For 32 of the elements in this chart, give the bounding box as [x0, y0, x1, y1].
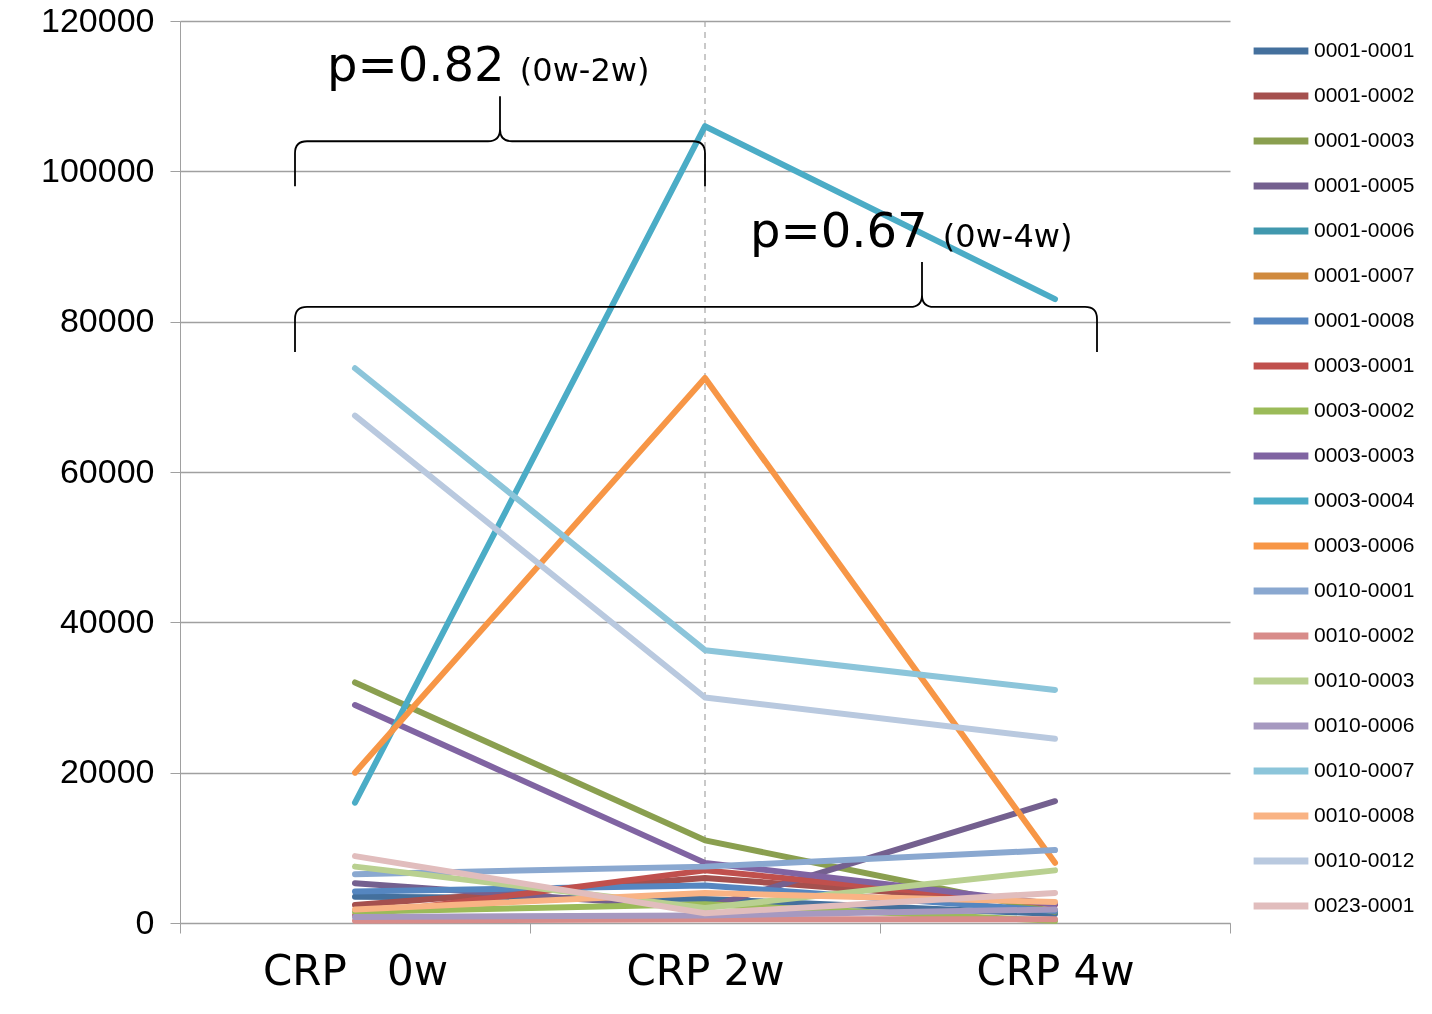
y-tick-label: 0	[135, 902, 155, 941]
y-tick-label: 80000	[59, 301, 155, 340]
legend-label: 0010-0008	[1314, 803, 1415, 826]
x-tick-label: CRP 4w	[976, 945, 1135, 995]
x-tick-label: CRP 0w	[263, 945, 448, 995]
legend-label: 0010-0006	[1314, 713, 1415, 736]
legend-label: 0010-0001	[1314, 578, 1415, 601]
legend-label: 0003-0001	[1314, 353, 1415, 376]
legend-label: 0001-0001	[1314, 38, 1415, 61]
legend-label: 0003-0003	[1314, 443, 1415, 466]
legend-label: 0001-0006	[1314, 218, 1415, 241]
annotation: p=0.82 (0w-2w)	[327, 36, 650, 93]
y-tick-label: 20000	[59, 752, 155, 791]
y-tick-label: 120000	[41, 0, 155, 39]
legend-label: 0003-0004	[1314, 488, 1415, 511]
legend-label: 0001-0003	[1314, 128, 1415, 151]
annotation: p=0.67 (0w-4w)	[750, 201, 1073, 258]
y-tick-label: 100000	[41, 150, 155, 189]
x-tick-label: CRP 2w	[626, 945, 785, 995]
legend-label: 0010-0002	[1314, 623, 1415, 646]
legend-label: 0001-0002	[1314, 83, 1415, 106]
y-tick-label: 40000	[59, 601, 155, 640]
y-tick-label: 60000	[59, 451, 155, 490]
legend-label: 0001-0008	[1314, 308, 1415, 331]
legend-label: 0023-0001	[1314, 893, 1415, 916]
legend-label: 0003-0002	[1314, 398, 1415, 421]
legend-label: 0010-0012	[1314, 848, 1415, 871]
legend-label: 0003-0006	[1314, 533, 1415, 556]
legend-label: 0001-0007	[1314, 263, 1415, 286]
legend-label: 0010-0003	[1314, 668, 1415, 691]
legend-label: 0010-0007	[1314, 758, 1415, 781]
legend-label: 0001-0005	[1314, 173, 1415, 196]
